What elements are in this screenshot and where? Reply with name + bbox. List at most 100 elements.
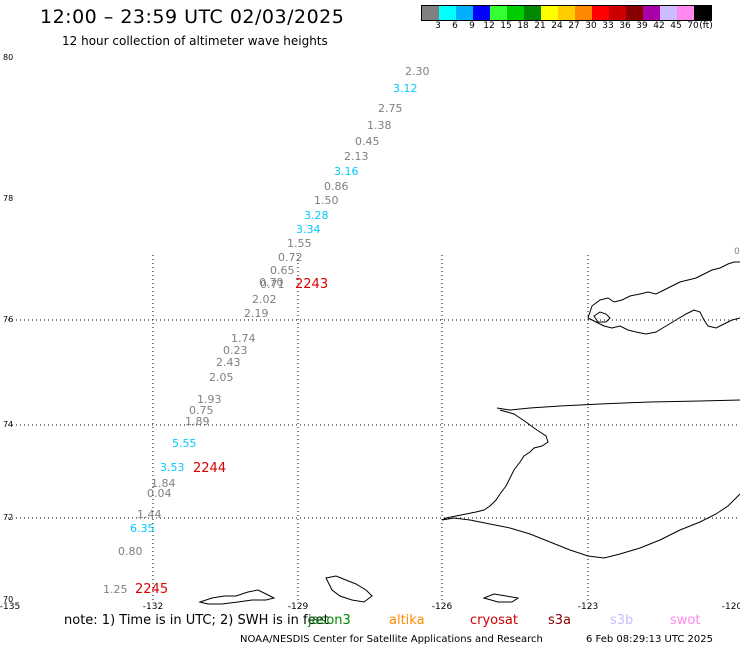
lat-lon-grid <box>8 255 740 600</box>
scale-label: 3 <box>435 21 441 31</box>
coastline <box>198 261 740 605</box>
scale-swatch <box>524 6 541 20</box>
scale-label: 24 <box>551 21 563 31</box>
wave-height-value: 1.55 <box>287 237 312 250</box>
scale-label: 70 <box>687 21 699 31</box>
page-title: 12:00 – 23:59 UTC 02/03/2025 <box>40 6 345 28</box>
generated-timestamp: 6 Feb 08:29:13 UTC 2025 <box>586 634 713 645</box>
wave-height-value: 0.71 <box>260 278 285 291</box>
wave-height-value: 6.35 <box>130 522 155 535</box>
scale-swatch <box>558 6 575 20</box>
scale-label: 36 <box>619 21 631 31</box>
coastline-bay <box>441 493 740 559</box>
scale-swatch <box>456 6 473 20</box>
scale-swatch <box>660 6 677 20</box>
wave-height-value: 3.16 <box>334 165 359 178</box>
wave-height-value: 0.45 <box>355 135 380 148</box>
axis-labels: 80 78 76 74 72 70-135 -132 -129 -126 -123 -120 0 <box>0 53 740 612</box>
mission-jason3: jason3 <box>308 613 351 628</box>
scale-swatch <box>609 6 626 20</box>
wave-height-value: 2.75 <box>378 102 403 115</box>
time-marker: 2244 <box>193 461 226 476</box>
wave-height-value: 3.28 <box>304 209 329 222</box>
mission-s3b: s3b <box>610 613 634 628</box>
scale-swatch <box>439 6 456 20</box>
scale-label: 27 <box>568 21 580 31</box>
scale-swatch <box>643 6 660 20</box>
wave-height-value: 0.72 <box>278 251 303 264</box>
coastline-delta <box>441 409 549 521</box>
wave-height-value: 0.75 <box>189 404 214 417</box>
scale-swatch <box>626 6 643 20</box>
coastline-east <box>496 399 740 411</box>
scale-swatch <box>575 6 592 20</box>
wave-height-value: 1.74 <box>231 332 256 345</box>
scale-label: 21 <box>534 21 546 31</box>
scale-label: 12 <box>483 21 495 31</box>
coastline-island-south <box>325 575 373 603</box>
scale-label: 42 <box>653 21 665 31</box>
scale-swatch <box>694 6 711 20</box>
footer-note: note: 1) Time is in UTC; 2) SWH is in fe… <box>64 613 329 628</box>
wave-height-value: 1.25 <box>103 583 128 596</box>
mission-swot: swot <box>670 613 701 628</box>
wave-height-value: 2.30 <box>405 65 430 78</box>
wave-height-value: 1.89 <box>185 415 210 428</box>
wave-height-value: 0.65 <box>270 264 295 277</box>
color-scale-labels: 3 6 9 12 15 18 21 24 27 30 33 36 39 42 45 70 (ft) <box>421 21 740 33</box>
scale-swatch <box>507 6 524 20</box>
latitude-label: 78 <box>3 194 13 203</box>
time-marker: 2243 <box>295 277 328 292</box>
scale-label: 33 <box>602 21 614 31</box>
scale-label: 6 <box>452 21 458 31</box>
scale-label: 45 <box>670 21 682 31</box>
scale-label: (ft) <box>699 21 713 31</box>
scale-swatch <box>592 6 609 20</box>
wave-height-value: 3.12 <box>393 82 418 95</box>
scale-swatch <box>490 6 507 20</box>
page-subtitle: 12 hour collection of altimeter wave hei… <box>62 34 328 48</box>
longitude-label: -120 <box>722 602 740 612</box>
wave-height-value: 1.44 <box>137 508 162 521</box>
wave-height-value: 1.84 <box>151 477 176 490</box>
time-marker: 2245 <box>135 582 168 597</box>
coastline-southwest <box>198 589 276 605</box>
wave-height-value: 2.13 <box>344 150 369 163</box>
edge-label: 0 <box>734 247 740 257</box>
coastline-peninsula <box>587 309 740 335</box>
mission-cryosat: cryosat <box>470 613 518 628</box>
wave-height-value: 2.19 <box>244 307 269 320</box>
coastline-island-east <box>482 593 520 603</box>
longitude-label: -123 <box>578 602 598 612</box>
wave-height-value: 5.55 <box>172 437 197 450</box>
scale-label: 30 <box>585 21 597 31</box>
longitude-label: -135 <box>0 602 20 612</box>
wave-height-value: 2.02 <box>252 293 277 306</box>
coastline-north <box>587 261 740 319</box>
latitude-label: 74 <box>3 420 13 429</box>
mission-altika: altika <box>389 613 425 628</box>
wave-height-value: 0.70 <box>259 276 284 289</box>
scale-swatch <box>473 6 490 20</box>
latitude-label: 72 <box>3 513 13 522</box>
longitude-label: -132 <box>143 602 163 612</box>
wave-height-observations: 2.30 3.12 2.75 1.38 0.45 2.13 3.16 0.861.50 3.28… <box>103 65 430 596</box>
wave-height-value: 0.80 <box>118 545 143 558</box>
wave-height-value: 0.04 <box>147 487 172 500</box>
wave-height-value: 1.50 <box>314 194 339 207</box>
credit-text: NOAA/NESDIS Center for Satellite Applica… <box>240 634 543 645</box>
wave-height-value: 0.86 <box>324 180 349 193</box>
scale-swatch <box>541 6 558 20</box>
scale-label: 15 <box>500 21 512 31</box>
scale-label: 9 <box>469 21 475 31</box>
wave-height-value: 1.93 <box>197 393 222 406</box>
coastline-island <box>593 311 611 323</box>
longitude-label: -126 <box>432 602 453 612</box>
longitude-label: -129 <box>288 602 309 612</box>
mission-s3a: s3a <box>548 613 572 628</box>
scale-swatch <box>422 6 439 20</box>
time-markers: 2243 2244 2245 <box>135 277 328 597</box>
wave-height-value: 0.23 <box>223 344 248 357</box>
latitude-label: 76 <box>3 315 13 324</box>
